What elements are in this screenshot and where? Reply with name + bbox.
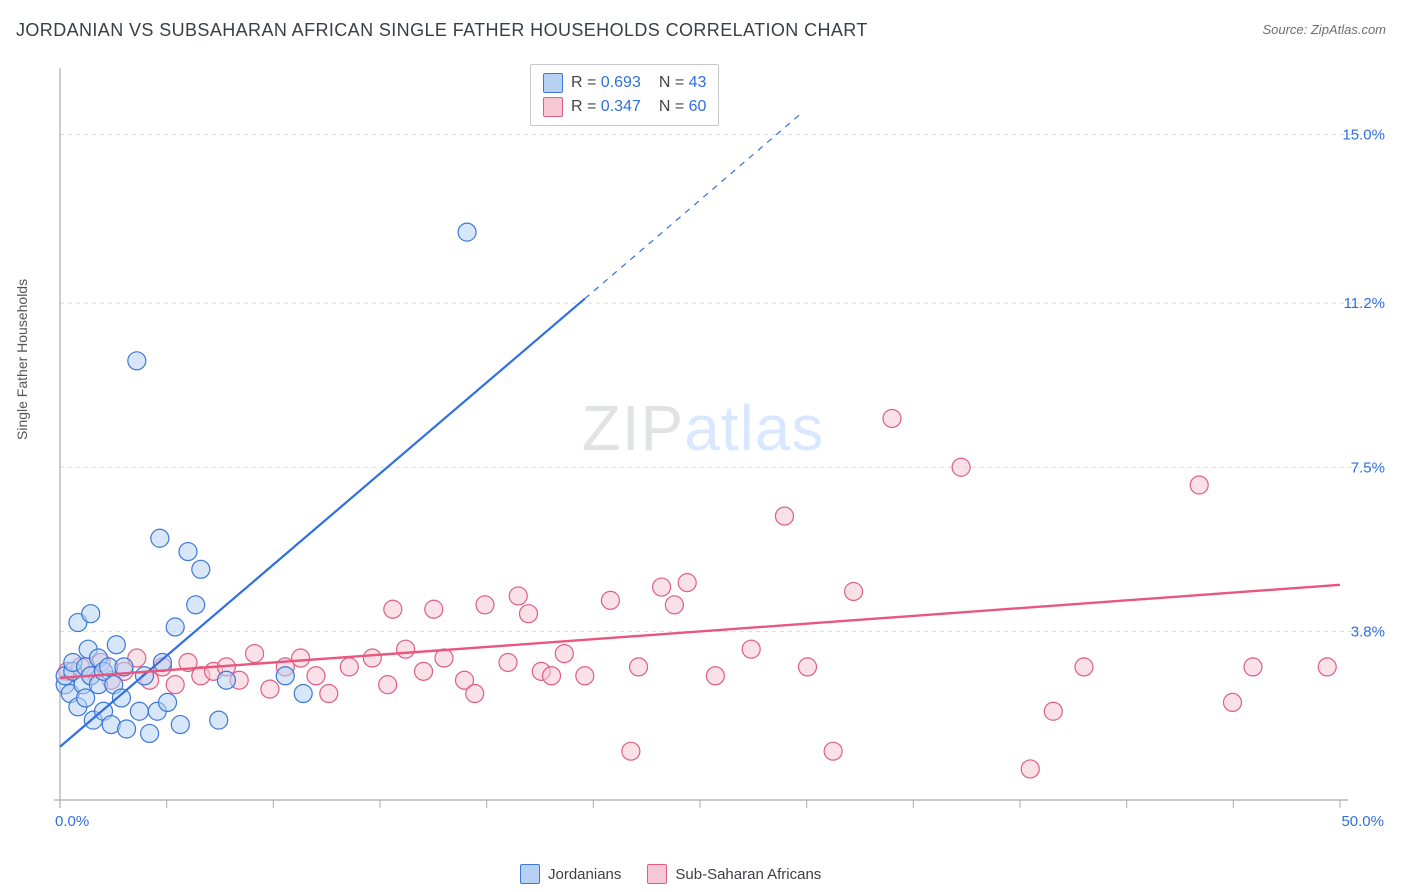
data-point: [653, 578, 671, 596]
data-point: [384, 600, 402, 618]
data-point: [159, 693, 177, 711]
data-point: [130, 702, 148, 720]
data-point: [379, 676, 397, 694]
data-point: [276, 667, 294, 685]
data-point: [775, 507, 793, 525]
legend-item-jordanians: Jordanians: [520, 864, 621, 884]
data-point: [466, 685, 484, 703]
data-point: [1021, 760, 1039, 778]
data-point: [261, 680, 279, 698]
data-point: [678, 574, 696, 592]
data-point: [425, 600, 443, 618]
data-point: [458, 223, 476, 241]
legend-swatch-jordanians: [520, 864, 540, 884]
data-point: [883, 409, 901, 427]
data-point: [742, 640, 760, 658]
data-point: [246, 645, 264, 663]
data-point: [1075, 658, 1093, 676]
n-label-2: N =: [659, 98, 684, 115]
data-point: [151, 529, 169, 547]
n-value-1: 43: [689, 74, 707, 91]
legend-swatch-subsaharan: [647, 864, 667, 884]
data-point: [476, 596, 494, 614]
data-point: [1318, 658, 1336, 676]
data-point: [153, 653, 171, 671]
legend-label-jordanians: Jordanians: [548, 866, 621, 883]
correlation-legend: R = 0.693 N = 43 R = 0.347 N = 60: [530, 64, 719, 126]
data-point: [363, 649, 381, 667]
data-point: [519, 605, 537, 623]
r-value-1: 0.693: [601, 74, 641, 91]
data-point: [192, 560, 210, 578]
legend-row-series-1: R = 0.693 N = 43: [543, 71, 706, 95]
data-point: [824, 742, 842, 760]
data-point: [799, 658, 817, 676]
data-point: [665, 596, 683, 614]
data-point: [210, 711, 228, 729]
legend-swatch-1: [543, 73, 563, 93]
svg-text:50.0%: 50.0%: [1341, 813, 1384, 828]
scatter-svg: 3.8% 7.5% 11.2% 15.0% 0.0% 50.0%: [50, 58, 1390, 828]
data-point: [499, 653, 517, 671]
data-point: [415, 662, 433, 680]
legend-swatch-2: [543, 97, 563, 117]
r-value-2: 0.347: [601, 98, 641, 115]
data-point: [576, 667, 594, 685]
data-point: [555, 645, 573, 663]
y-axis-label: Single Father Households: [14, 279, 30, 440]
data-point: [1190, 476, 1208, 494]
trend-line-extrapolated: [585, 112, 803, 298]
data-point: [166, 618, 184, 636]
data-point: [166, 676, 184, 694]
r-label-2: R =: [571, 98, 596, 115]
data-point: [171, 716, 189, 734]
data-point: [141, 724, 159, 742]
svg-text:7.5%: 7.5%: [1351, 459, 1385, 476]
n-value-2: 60: [689, 98, 707, 115]
chart-container: JORDANIAN VS SUBSAHARAN AFRICAN SINGLE F…: [0, 0, 1406, 892]
data-point: [82, 605, 100, 623]
plot-area: 3.8% 7.5% 11.2% 15.0% 0.0% 50.0%: [50, 58, 1390, 828]
data-point: [1244, 658, 1262, 676]
data-point: [118, 720, 136, 738]
legend-row-series-2: R = 0.347 N = 60: [543, 95, 706, 119]
data-point: [622, 742, 640, 760]
data-point: [543, 667, 561, 685]
data-point: [952, 458, 970, 476]
data-point: [601, 591, 619, 609]
data-point: [307, 667, 325, 685]
chart-title: JORDANIAN VS SUBSAHARAN AFRICAN SINGLE F…: [16, 20, 868, 41]
data-point: [217, 671, 235, 689]
legend-item-subsaharan: Sub-Saharan Africans: [647, 864, 821, 884]
legend-label-subsaharan: Sub-Saharan Africans: [675, 866, 821, 883]
data-point: [294, 685, 312, 703]
n-label-1: N =: [659, 74, 684, 91]
svg-text:3.8%: 3.8%: [1351, 623, 1385, 640]
data-point: [1223, 693, 1241, 711]
data-point: [1044, 702, 1062, 720]
r-label-1: R =: [571, 74, 596, 91]
data-point: [845, 582, 863, 600]
data-point: [187, 596, 205, 614]
data-point: [320, 685, 338, 703]
data-point: [340, 658, 358, 676]
data-point: [435, 649, 453, 667]
data-point: [107, 636, 125, 654]
data-point: [509, 587, 527, 605]
svg-text:11.2%: 11.2%: [1344, 295, 1385, 312]
data-point: [292, 649, 310, 667]
source-attribution: Source: ZipAtlas.com: [1262, 22, 1386, 37]
data-point: [179, 543, 197, 561]
svg-text:0.0%: 0.0%: [55, 813, 89, 828]
data-point: [112, 689, 130, 707]
series-legend: Jordanians Sub-Saharan Africans: [520, 864, 821, 884]
data-point: [630, 658, 648, 676]
data-point: [706, 667, 724, 685]
data-point: [397, 640, 415, 658]
data-point: [128, 352, 146, 370]
svg-text:15.0%: 15.0%: [1342, 127, 1385, 144]
